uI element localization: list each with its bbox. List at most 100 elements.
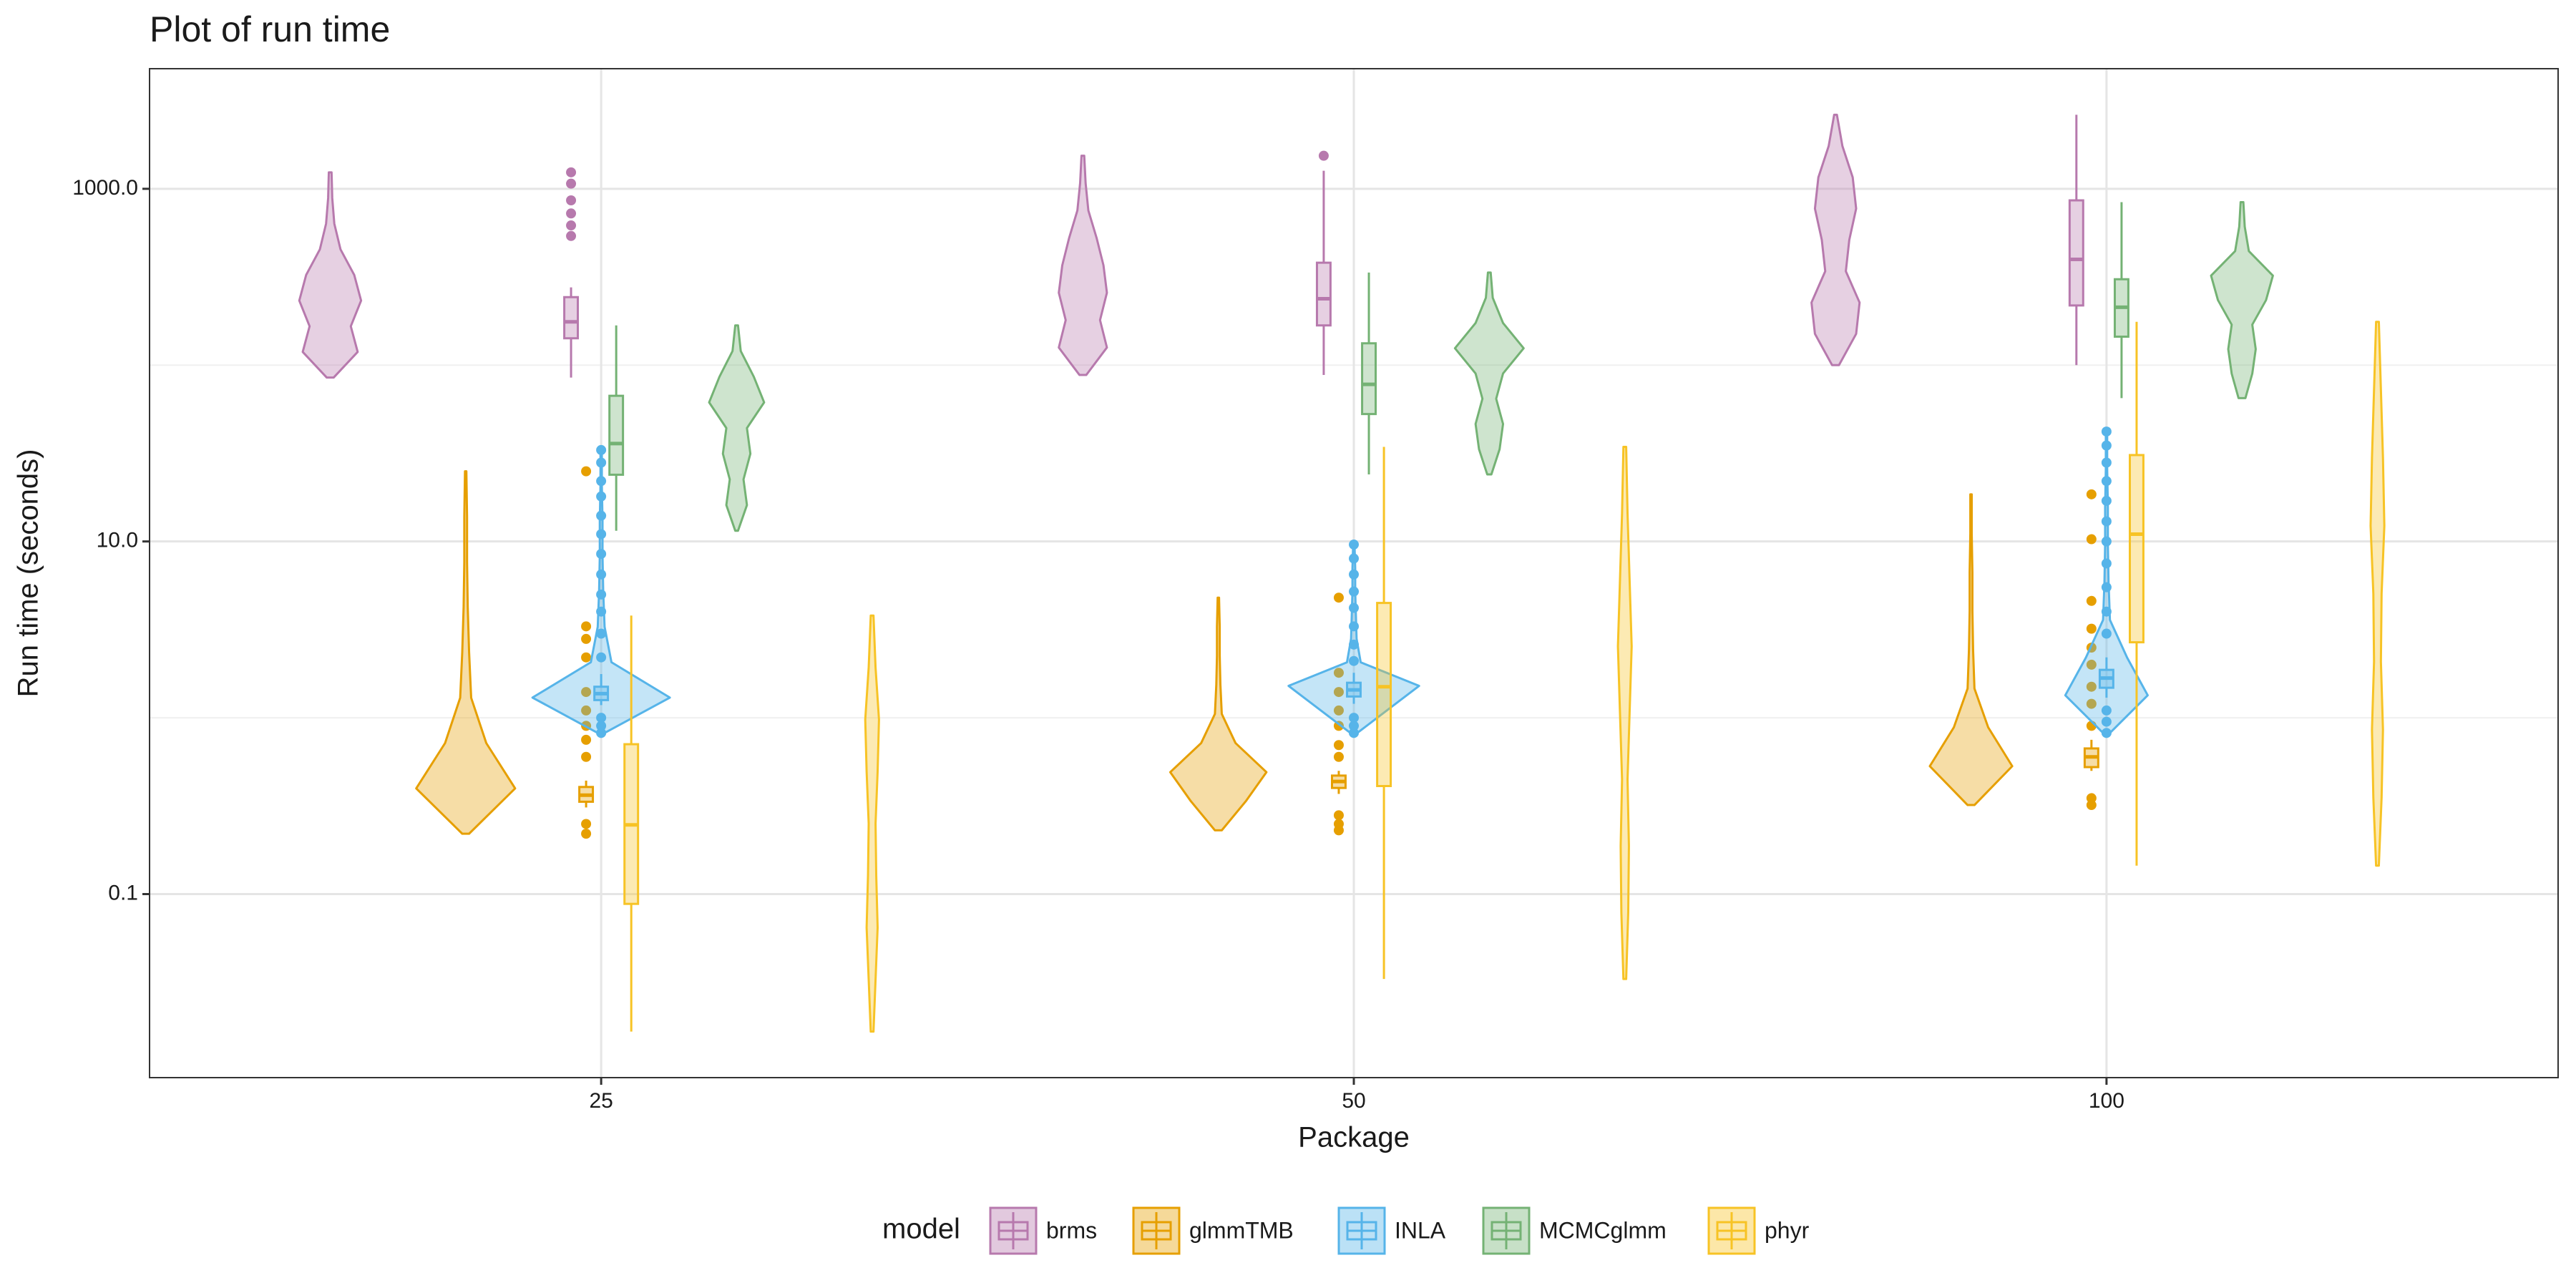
outlier [1349,553,1359,564]
box [1376,602,1392,788]
outlier [1333,705,1344,716]
outlier [2101,476,2112,487]
legend-label: glmmTMB [1189,1217,1294,1243]
violin [1616,445,1633,980]
violin [1453,271,1525,476]
outlier [2086,595,2097,606]
outlier [596,713,607,723]
outlier [1333,668,1344,678]
y-axis-label: Run time (seconds) [13,449,44,698]
box [2068,199,2084,307]
legend-title: model [882,1214,960,1245]
outlier [566,178,577,189]
outlier [2086,623,2097,634]
outlier [566,230,577,241]
outlier [596,728,607,738]
outlier [2101,558,2112,569]
legend-label: brms [1046,1217,1097,1243]
violin [708,324,766,532]
outlier [1318,150,1329,161]
outlier [1349,655,1359,666]
chart-title: Plot of run time [150,9,390,49]
violin [2369,321,2386,867]
outlier [2101,705,2112,716]
outlier [566,208,577,219]
legend-label: MCMCglmm [1539,1217,1667,1243]
violin [298,171,363,379]
outlier [2101,582,2112,592]
outlier [2101,716,2112,727]
outlier [1349,639,1359,650]
outlier [1333,592,1344,603]
outlier [2101,606,2112,617]
outlier [1333,740,1344,751]
outlier [596,569,607,580]
violin [415,470,517,835]
violin [864,614,880,1033]
outlier [581,751,592,762]
outlier [596,457,607,468]
panel-border [149,68,2559,1078]
outlier [2086,659,2097,670]
outlier [2101,516,2112,527]
outlier [1349,602,1359,613]
outlier [2101,628,2112,639]
outlier [2101,728,2112,738]
outlier [2101,426,2112,437]
box [608,394,625,476]
outlier [1349,540,1359,550]
outlier [2086,793,2097,804]
x-tick-label: 100 [2089,1089,2124,1113]
outlier [1333,810,1344,821]
outlier [1333,751,1344,762]
outlier [596,721,607,731]
outlier [1349,728,1359,738]
box [1361,342,1377,416]
box [2128,454,2145,644]
outlier [581,687,592,698]
legend-label: phyr [1765,1217,1810,1243]
outlier [581,466,592,477]
outlier [596,628,607,639]
x-tick-label: 25 [589,1089,613,1113]
outlier [581,819,592,829]
legend-label: INLA [1395,1217,1446,1243]
outlier [596,606,607,617]
outlier [1333,687,1344,698]
outlier [581,652,592,663]
outlier [2101,457,2112,468]
outlier [581,705,592,716]
outlier [596,529,607,540]
x-tick-label: 50 [1342,1089,1365,1113]
outlier [1349,586,1359,597]
outlier [596,652,607,663]
outlier [581,829,592,839]
y-tick-label: 10.0 [97,529,138,552]
outlier [2101,440,2112,451]
y-tick-label: 1000.0 [72,176,138,200]
outlier [2101,495,2112,506]
outlier [596,510,607,521]
violin [1810,113,1861,366]
outlier [1333,819,1344,829]
outlier [2086,698,2097,709]
outlier [1349,721,1359,731]
y-tick-label: 0.1 [108,881,138,904]
box [563,296,580,340]
box [1315,261,1332,327]
outlier [2086,489,2097,499]
outlier [596,549,607,560]
outlier [566,220,577,231]
outlier [2086,681,2097,692]
outlier [596,476,607,487]
violin [2210,201,2274,399]
outlier [1349,713,1359,723]
violin [1058,155,1108,376]
outlier [2086,800,2097,811]
outlier [596,589,607,600]
outlier [566,195,577,206]
x-axis-label: Package [1298,1122,1410,1153]
outlier [566,167,577,177]
outlier [1349,621,1359,632]
